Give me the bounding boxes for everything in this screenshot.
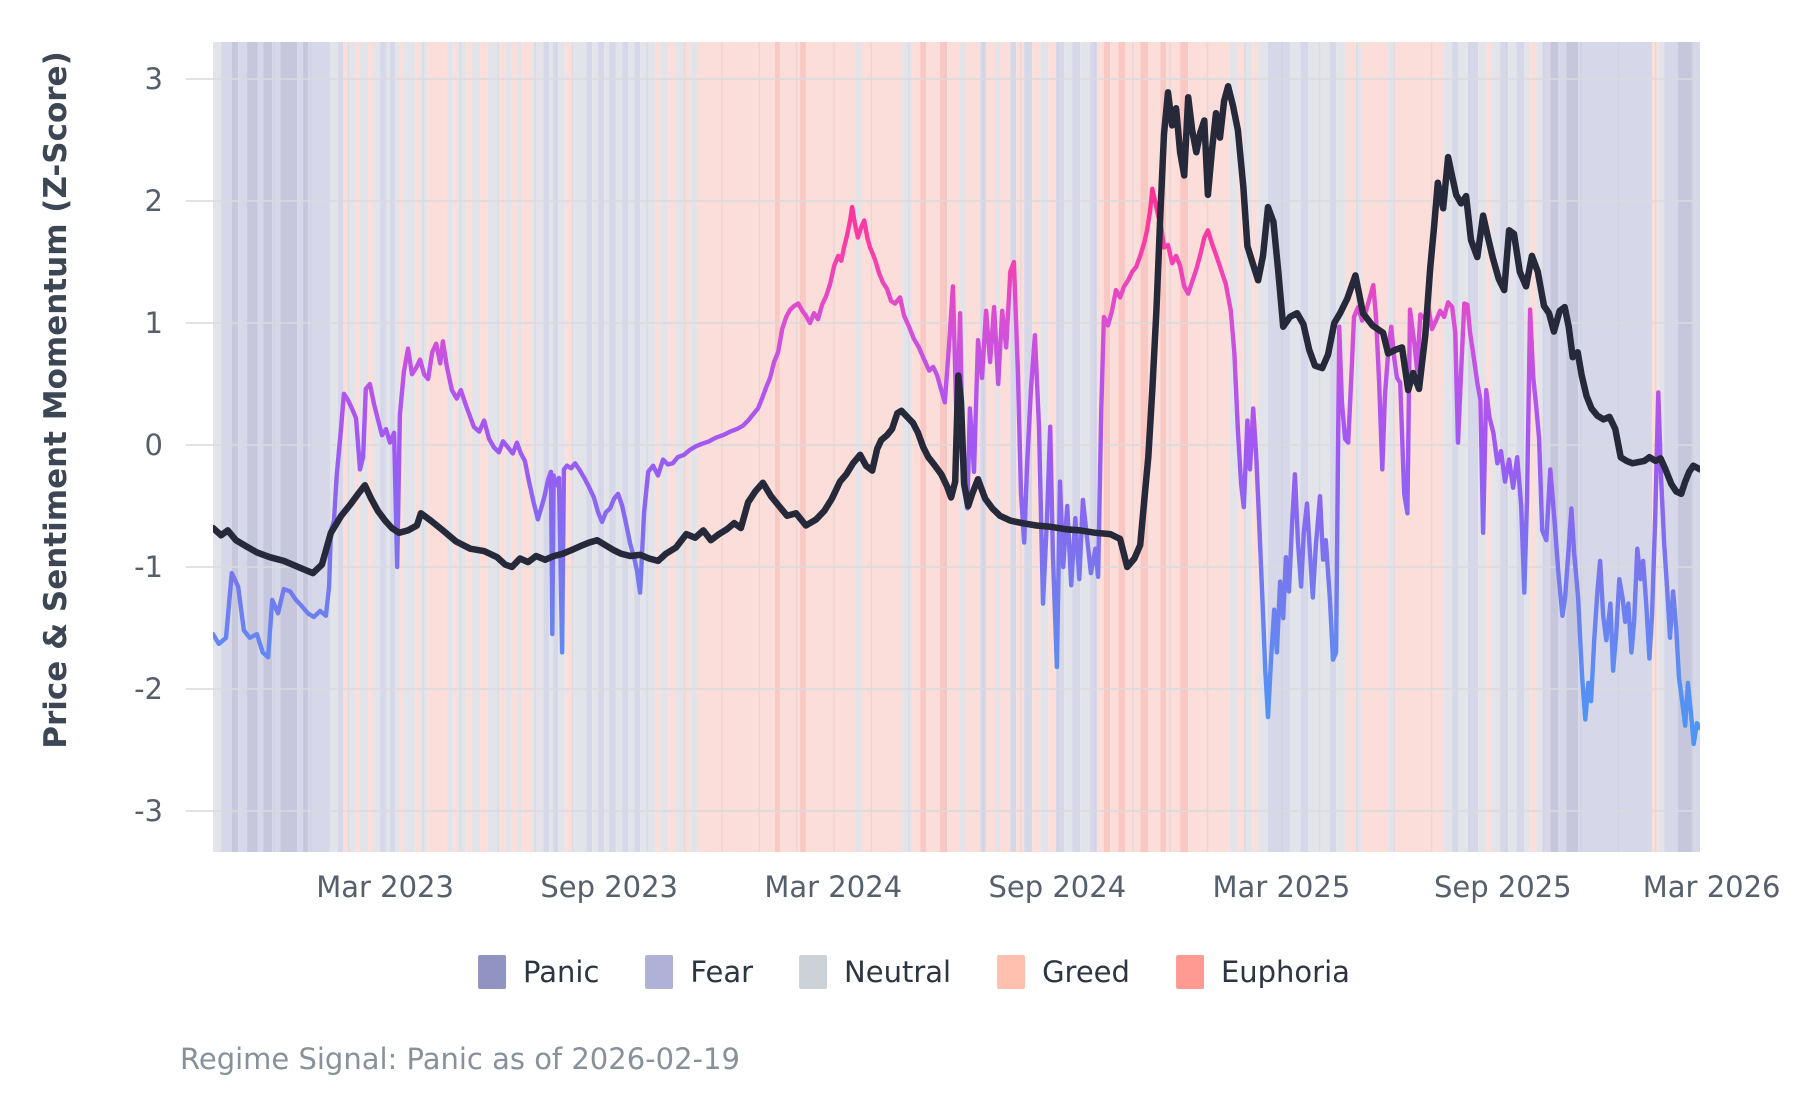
gridlines: [186, 42, 1700, 852]
legend-label: Greed: [1042, 955, 1130, 989]
neutral-swatch-icon: [799, 955, 828, 989]
svg-text:-2: -2: [134, 672, 163, 706]
regime-signal-caption: Regime Signal: Panic as of 2026-02-19: [180, 1042, 740, 1076]
svg-text:Mar 2024: Mar 2024: [764, 870, 902, 904]
svg-text:3: 3: [145, 62, 163, 96]
regime-bands: [213, 42, 1700, 852]
svg-text:Mar 2026: Mar 2026: [1643, 870, 1781, 904]
y-axis-title: Price & Sentiment Momentum (Z-Score): [38, 51, 74, 749]
legend-item-panic[interactable]: Panic: [478, 955, 599, 989]
regime-legend: Panic Fear Neutral Greed Euphoria: [478, 955, 1350, 989]
legend-label: Euphoria: [1220, 955, 1350, 989]
svg-text:2: 2: [145, 184, 163, 218]
greed-swatch-icon: [997, 955, 1026, 989]
series-lines: [213, 83, 1700, 747]
legend-label: Panic: [523, 955, 600, 989]
svg-text:Sep 2025: Sep 2025: [1434, 870, 1572, 904]
legend-item-neutral[interactable]: Neutral: [799, 955, 951, 989]
svg-text:-3: -3: [134, 794, 163, 828]
svg-text:1: 1: [145, 306, 163, 340]
svg-text:Mar 2025: Mar 2025: [1213, 870, 1351, 904]
legend-item-greed[interactable]: Greed: [997, 955, 1130, 989]
svg-text:-1: -1: [134, 550, 163, 584]
svg-text:0: 0: [145, 428, 163, 462]
legend-item-euphoria[interactable]: Euphoria: [1175, 955, 1350, 989]
euphoria-swatch-icon: [1175, 955, 1204, 989]
svg-text:Sep 2024: Sep 2024: [988, 870, 1126, 904]
x-axis-tick-labels: Mar 2023 Sep 2023 Mar 2024 Sep 2024 Mar 2025…: [316, 870, 1780, 904]
legend-label: Neutral: [844, 955, 952, 989]
legend-item-fear[interactable]: Fear: [645, 955, 753, 989]
legend-label: Fear: [690, 955, 754, 989]
svg-text:Mar 2023: Mar 2023: [316, 870, 454, 904]
y-axis-tick-labels: 3 2 1 0 -1 -2 -3: [134, 62, 163, 828]
fear-swatch-icon: [645, 955, 674, 989]
panic-swatch-icon: [478, 955, 507, 989]
svg-text:Sep 2023: Sep 2023: [540, 870, 678, 904]
